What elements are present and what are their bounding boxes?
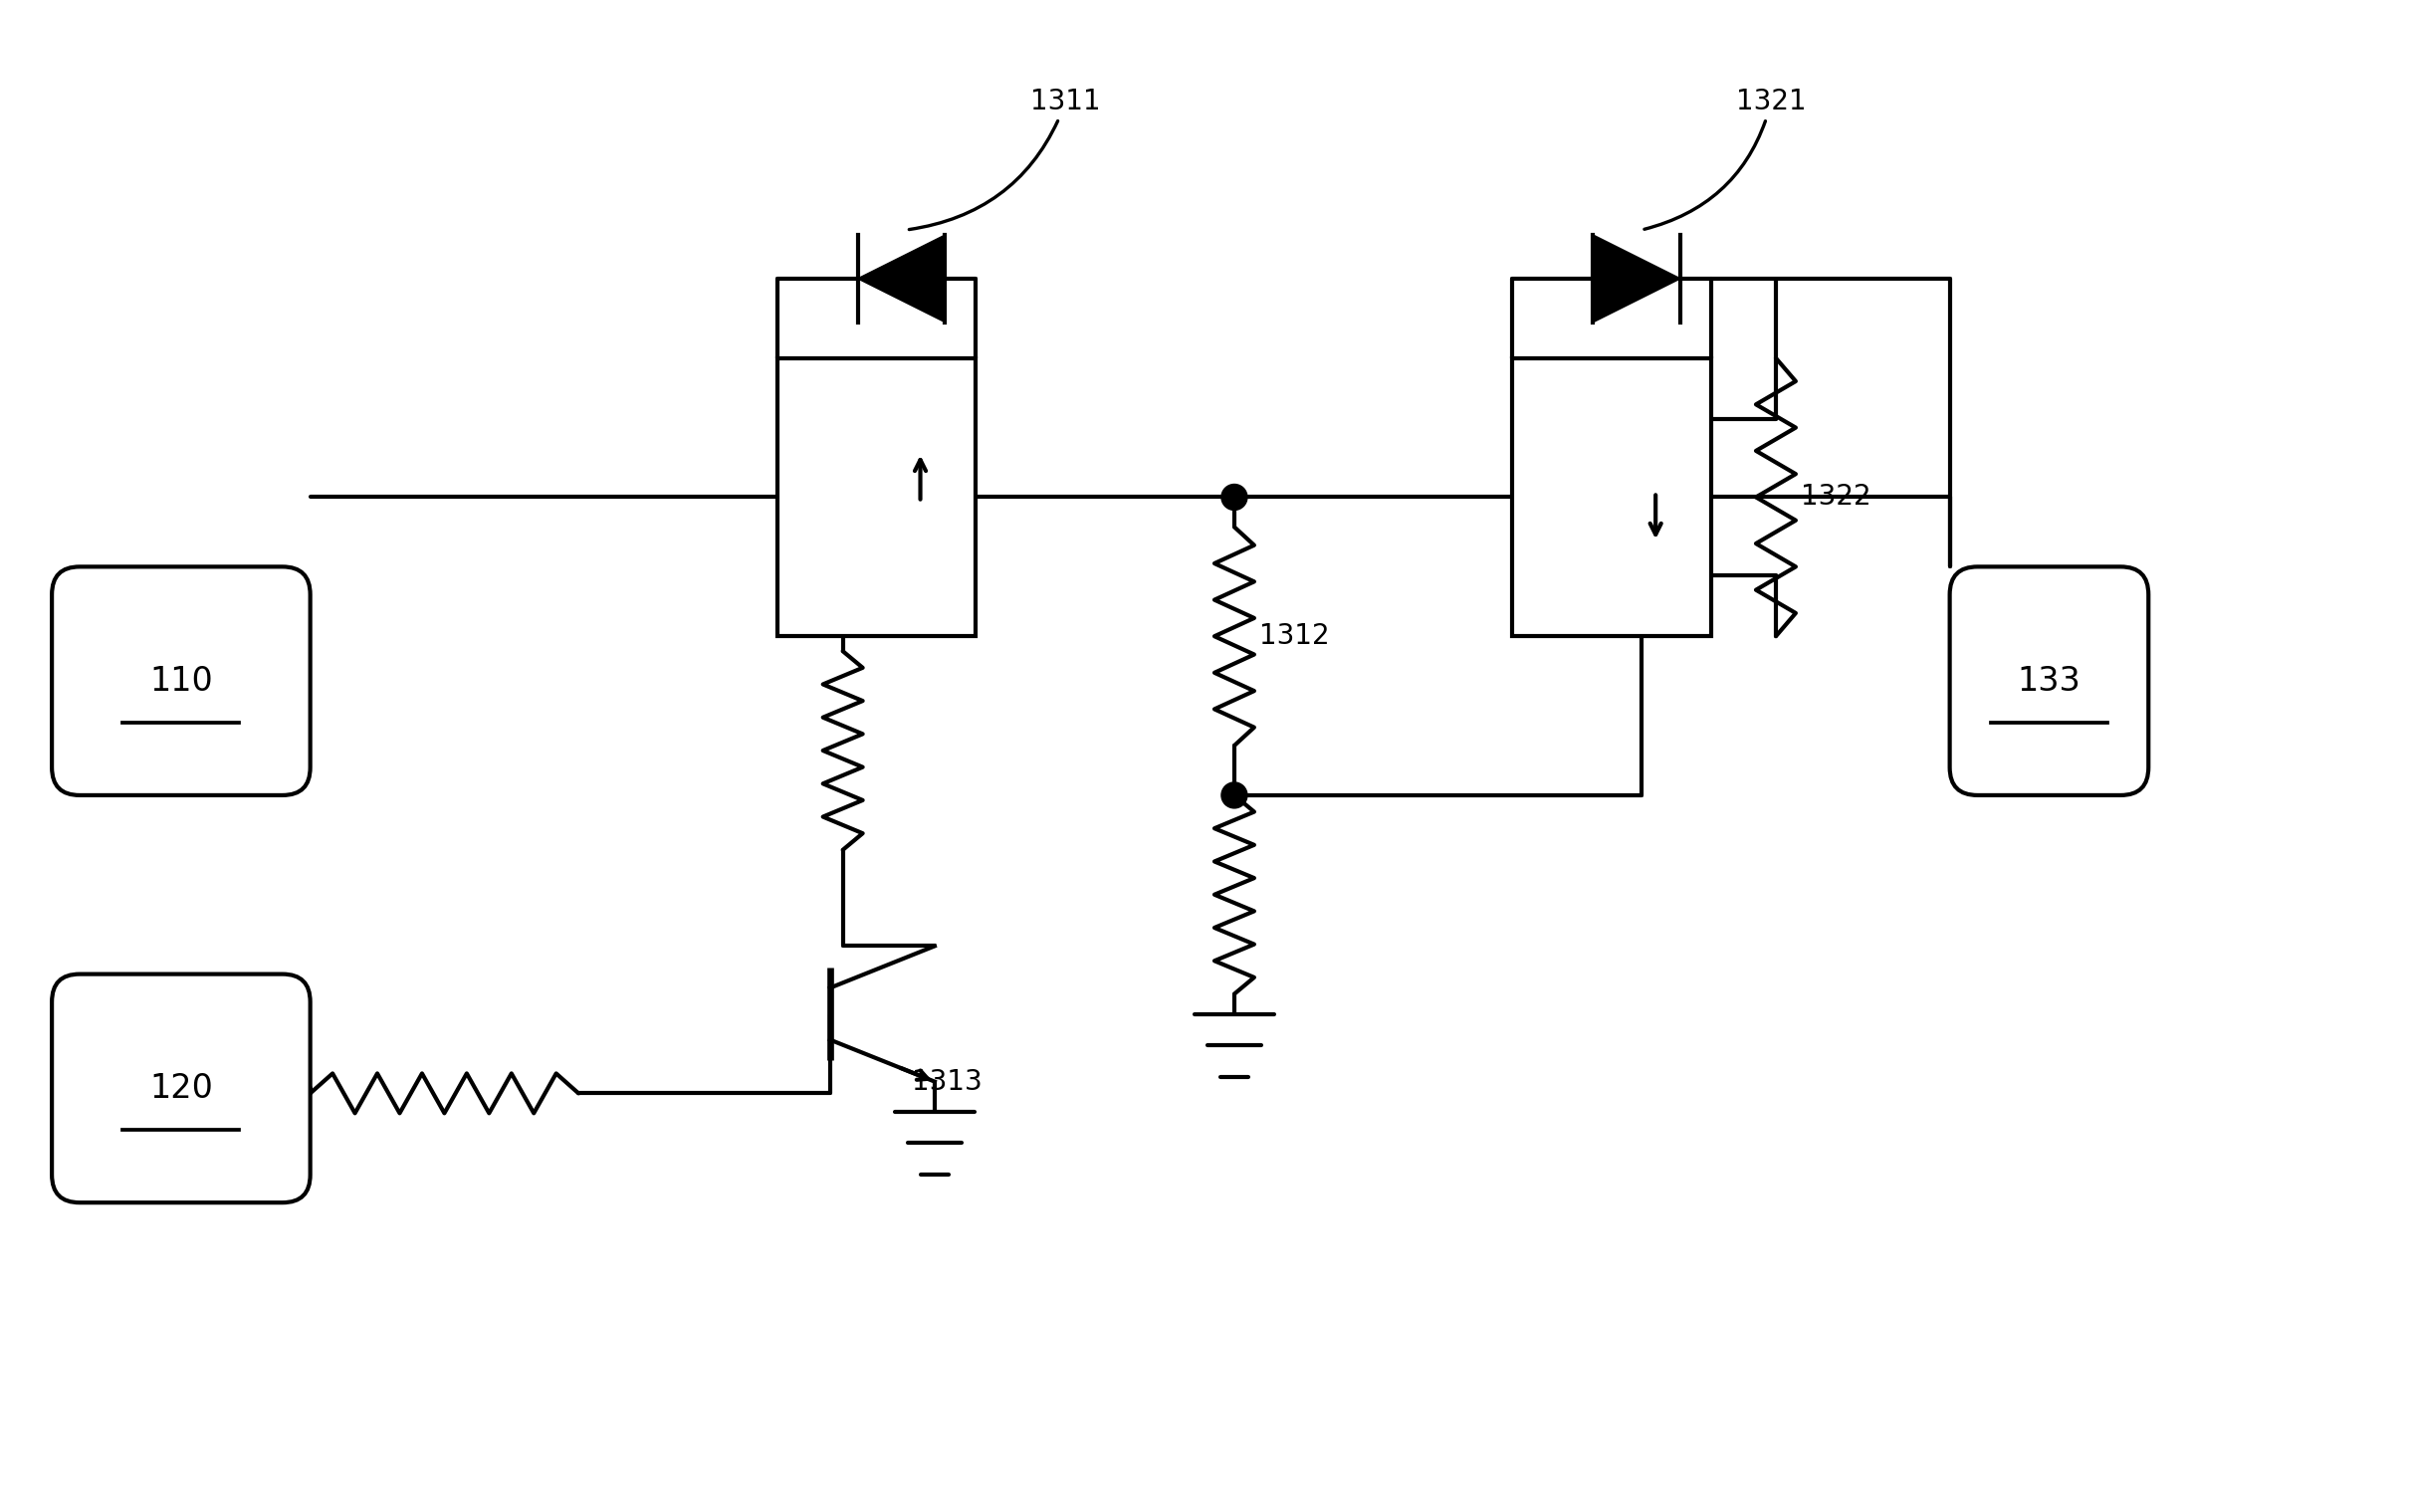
Text: 1321: 1321 — [1644, 88, 1808, 230]
Text: 1311: 1311 — [909, 88, 1101, 230]
Circle shape — [1222, 782, 1248, 807]
Bar — [778, 358, 976, 637]
Circle shape — [1222, 484, 1248, 510]
FancyBboxPatch shape — [53, 567, 311, 795]
FancyBboxPatch shape — [53, 974, 311, 1202]
Bar — [1513, 358, 1711, 637]
Polygon shape — [1593, 234, 1680, 322]
Text: 110: 110 — [149, 665, 212, 697]
Text: 1313: 1313 — [911, 1069, 981, 1096]
Text: 1322: 1322 — [1800, 484, 1870, 511]
Text: 120: 120 — [149, 1072, 212, 1105]
FancyBboxPatch shape — [1950, 567, 2147, 795]
Text: 1312: 1312 — [1258, 623, 1330, 650]
Text: 133: 133 — [2017, 665, 2080, 697]
Polygon shape — [858, 234, 945, 322]
